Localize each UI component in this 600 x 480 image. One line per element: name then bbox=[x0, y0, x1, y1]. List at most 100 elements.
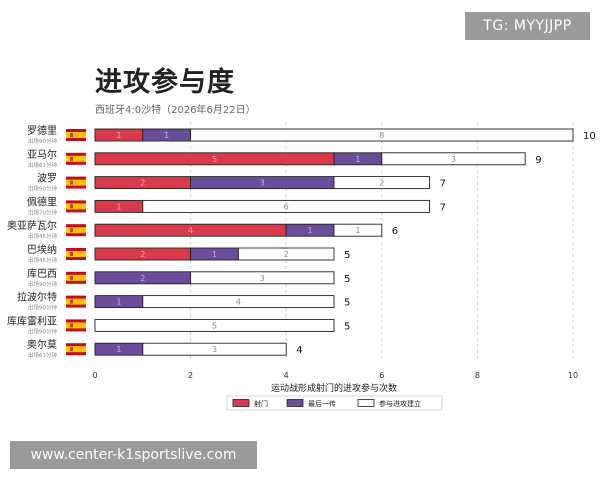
segment-label: 8 bbox=[379, 131, 384, 140]
player-minutes: 出场90分钟 bbox=[28, 137, 57, 145]
legend-swatch bbox=[286, 399, 304, 407]
x-axis-label: 运动战形成射门的进攻参与次数 bbox=[271, 382, 397, 394]
x-tick-label: 6 bbox=[379, 371, 384, 380]
player-name: 奥尔莫 bbox=[27, 338, 57, 351]
url-watermark: www.center-k1sportslive.com bbox=[10, 441, 257, 469]
segment-label: 1 bbox=[116, 202, 121, 211]
tg-watermark: TG: MYYJJPP bbox=[465, 12, 590, 40]
segment-label: 4 bbox=[188, 226, 193, 235]
player-minutes: 出场90分钟 bbox=[28, 304, 57, 312]
player-name: 佩德里 bbox=[27, 195, 57, 208]
spain-flag-stripe bbox=[66, 132, 86, 138]
player-name: 库库雷利亚 bbox=[7, 314, 57, 327]
total-label: 9 bbox=[535, 155, 541, 166]
spain-flag-stripe bbox=[66, 251, 86, 257]
spain-flag-emblem bbox=[70, 156, 73, 161]
legend-swatch bbox=[232, 399, 250, 407]
spain-flag-emblem bbox=[70, 323, 73, 328]
total-label: 5 bbox=[344, 250, 350, 261]
legend-label: 参与进攻建立 bbox=[379, 399, 421, 408]
spain-flag-emblem bbox=[70, 252, 73, 256]
spain-flag-emblem bbox=[70, 180, 73, 185]
player-name: 波罗 bbox=[37, 172, 57, 185]
player-name: 拉波尔特 bbox=[17, 291, 57, 304]
player-minutes: 出场90分钟 bbox=[28, 280, 57, 288]
spain-flag-stripe bbox=[66, 322, 86, 329]
segment-label: 1 bbox=[355, 155, 360, 164]
legend-label: 最后一传 bbox=[308, 399, 336, 408]
segment-label: 1 bbox=[355, 226, 360, 235]
x-tick-label: 10 bbox=[568, 371, 578, 380]
segment-label: 3 bbox=[451, 155, 456, 164]
spain-flag-stripe bbox=[66, 274, 86, 281]
player-minutes: 出场70分钟 bbox=[28, 208, 57, 216]
bar-segment bbox=[142, 342, 287, 356]
total-label: 4 bbox=[296, 345, 302, 356]
chart-subtitle: 西班牙4:0沙特（2026年6月22日） bbox=[95, 105, 256, 116]
legend-swatch bbox=[357, 399, 375, 407]
bar-segment bbox=[333, 176, 431, 190]
player-minutes: 出场90分钟 bbox=[28, 185, 57, 193]
x-tick-label: 2 bbox=[188, 371, 193, 380]
segment-label: 5 bbox=[212, 155, 217, 164]
spain-flag-emblem bbox=[70, 299, 73, 304]
segment-label: 4 bbox=[236, 298, 241, 307]
chart-title: 进攻参与度 bbox=[95, 67, 235, 98]
player-name: 奥亚萨瓦尔 bbox=[7, 219, 57, 232]
player-minutes: 出场90分钟 bbox=[28, 327, 57, 335]
total-label: 7 bbox=[440, 202, 446, 213]
spain-flag-stripe bbox=[66, 155, 86, 162]
total-label: 10 bbox=[583, 131, 596, 142]
segment-label: 1 bbox=[308, 226, 313, 235]
segment-label: 1 bbox=[116, 298, 121, 307]
segment-label: 3 bbox=[212, 345, 217, 354]
x-tick-label: 8 bbox=[475, 371, 480, 380]
segment-label: 1 bbox=[212, 250, 217, 259]
chart-card bbox=[8, 8, 592, 472]
segment-label: 2 bbox=[140, 274, 145, 283]
legend-label: 射门 bbox=[254, 399, 268, 408]
player-name: 巴埃纳 bbox=[27, 243, 57, 256]
total-label: 7 bbox=[440, 179, 446, 190]
spain-flag-stripe bbox=[66, 179, 86, 186]
spain-flag-emblem bbox=[70, 133, 73, 137]
legend-box bbox=[226, 395, 443, 411]
spain-flag-emblem bbox=[70, 228, 73, 233]
bar-segment bbox=[237, 247, 335, 261]
spain-flag-emblem bbox=[70, 347, 73, 352]
spain-flag-stripe bbox=[66, 346, 86, 353]
total-label: 5 bbox=[344, 274, 350, 285]
segment-label: 2 bbox=[140, 250, 145, 259]
total-label: 5 bbox=[344, 298, 350, 309]
player-minutes: 出场45分钟 bbox=[28, 256, 57, 264]
bar-segment bbox=[142, 295, 335, 309]
bar-segment bbox=[333, 223, 383, 237]
bar-segment bbox=[142, 199, 431, 213]
player-name: 亚马尔 bbox=[27, 148, 57, 161]
segment-label: 5 bbox=[212, 321, 217, 330]
spain-flag-stripe bbox=[66, 227, 86, 234]
player-minutes: 出场61分钟 bbox=[28, 351, 57, 359]
segment-label: 2 bbox=[140, 179, 145, 188]
segment-label: 2 bbox=[284, 250, 289, 259]
segment-label: 1 bbox=[116, 131, 121, 140]
spain-flag-stripe bbox=[66, 298, 86, 305]
segment-label: 3 bbox=[260, 274, 265, 283]
spain-flag-emblem bbox=[70, 275, 73, 280]
player-minutes: 出场61分钟 bbox=[28, 161, 57, 169]
bar-segment bbox=[190, 128, 574, 142]
segment-label: 3 bbox=[260, 179, 265, 188]
segment-label: 1 bbox=[164, 131, 169, 140]
bar-segment bbox=[190, 271, 335, 285]
bar-segment bbox=[94, 318, 335, 332]
total-label: 6 bbox=[392, 226, 398, 237]
segment-label: 6 bbox=[284, 202, 289, 211]
player-name: 罗德里 bbox=[27, 124, 57, 137]
total-label: 5 bbox=[344, 321, 350, 332]
x-tick-label: 0 bbox=[92, 371, 97, 380]
bar-segment bbox=[381, 152, 526, 166]
player-name: 库巴西 bbox=[27, 267, 57, 280]
spain-flag-stripe bbox=[66, 203, 86, 210]
player-minutes: 出场45分钟 bbox=[28, 232, 57, 240]
